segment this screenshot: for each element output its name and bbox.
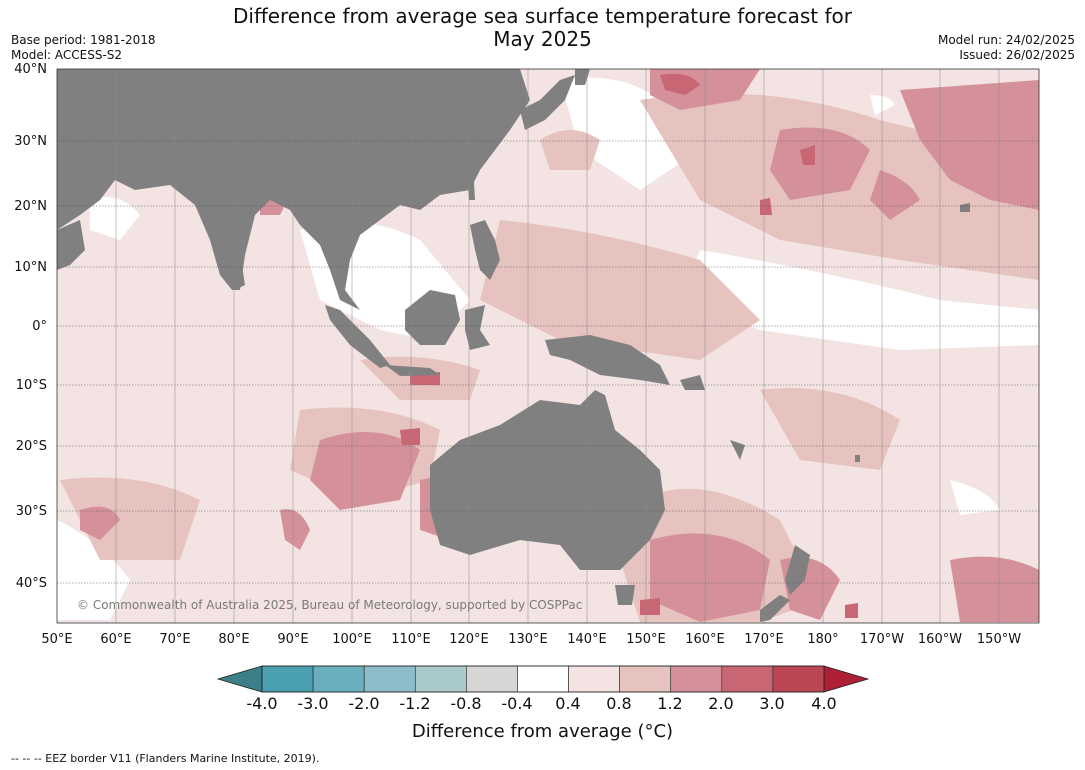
- colorbar-tick: -1.2: [399, 694, 431, 713]
- lat-label-40s: 40°S: [15, 576, 47, 591]
- copyright-text: © Commonwealth of Australia 2025, Bureau…: [77, 598, 583, 612]
- eez-legend-footer: -- -- -- EEZ border V11 (Flanders Marine…: [11, 752, 320, 765]
- issued-date: Issued: 26/02/2025: [959, 48, 1075, 62]
- lon-label-160e: 160°E: [685, 632, 725, 647]
- colorbar-tick: -0.4: [501, 694, 533, 713]
- colorbar-tick: 0.8: [606, 694, 632, 713]
- lat-label-30s: 30°S: [15, 504, 47, 519]
- lon-label-170w: 170°W: [859, 632, 905, 647]
- lon-label-100e: 100°E: [332, 632, 372, 647]
- colorbar: [216, 665, 870, 693]
- colorbar-cell: [261, 665, 314, 693]
- colorbar-label: Difference from average (°C): [411, 721, 674, 742]
- colorbar-frame: [261, 665, 825, 693]
- colorbar-cell: [312, 665, 365, 693]
- lon-label-150w: 150°W: [976, 632, 1022, 647]
- colorbar-cell: [772, 665, 825, 693]
- colorbar-tick: 1.2: [657, 694, 683, 713]
- lon-label-160w: 160°W: [917, 632, 963, 647]
- base-period: Base period: 1981-2018: [11, 33, 156, 47]
- colorbar-tick: 2.0: [708, 694, 734, 713]
- model-run: Model run: 24/02/2025: [937, 33, 1075, 47]
- meridians: [115, 69, 1000, 623]
- model-name: Model: ACCESS-S2: [11, 48, 123, 62]
- lon-label-130e: 130°E: [508, 632, 548, 647]
- colorbar-cell: [517, 665, 569, 693]
- lon-label-60e: 60°E: [100, 632, 132, 647]
- lon-label-150e: 150°E: [626, 632, 666, 647]
- colorbar-cell: [414, 665, 467, 693]
- colorbar-tick: -3.0: [297, 694, 329, 713]
- lat-label-10n: 10°N: [14, 260, 47, 275]
- lon-label-180: 180°: [807, 632, 839, 647]
- colorbar-tick: 4.0: [811, 694, 837, 713]
- map-frame: [56, 68, 1040, 624]
- lat-label-20s: 20°S: [15, 439, 47, 454]
- map-title: Difference from average sea surface temp…: [0, 5, 1085, 51]
- colorbar-under-arrow: [216, 665, 263, 693]
- lon-label-80e: 80°E: [218, 632, 250, 647]
- colorbar-cell: [619, 665, 672, 693]
- colorbar-cell: [363, 665, 416, 693]
- lon-label-120e: 120°E: [449, 632, 489, 647]
- colorbar-cell: [568, 665, 620, 693]
- colorbar-over-arrow: [823, 665, 870, 693]
- lon-label-90e: 90°E: [277, 632, 309, 647]
- lat-label-10s: 10°S: [15, 378, 47, 393]
- lat-label-30n: 30°N: [14, 134, 47, 149]
- colorbar-cell: [466, 665, 518, 693]
- meta-right: Model run: 24/02/2025 Issued: 26/02/2025: [938, 33, 1075, 63]
- colorbar-tick: 0.4: [555, 694, 581, 713]
- lon-label-50e: 50°E: [41, 632, 73, 647]
- lat-label-20n: 20°N: [14, 199, 47, 214]
- colorbar-tick: -0.8: [450, 694, 482, 713]
- lon-label-70e: 70°E: [159, 632, 191, 647]
- map-title-line1: Difference from average sea surface temp…: [232, 4, 852, 28]
- colorbar-tick: -2.0: [348, 694, 380, 713]
- colorbar-cell: [721, 665, 774, 693]
- map-title-line2: May 2025: [493, 27, 592, 51]
- lat-label-0: 0°: [32, 319, 47, 334]
- meta-left: Base period: 1981-2018 Model: ACCESS-S2: [11, 33, 156, 63]
- colorbar-tick: -4.0: [246, 694, 278, 713]
- colorbar-cell: [670, 665, 723, 693]
- lat-label-40n: 40°N: [14, 62, 47, 77]
- lon-label-170e: 170°E: [744, 632, 784, 647]
- lon-label-140e: 140°E: [567, 632, 607, 647]
- colorbar-tick: 3.0: [759, 694, 785, 713]
- lon-label-110e: 110°E: [391, 632, 431, 647]
